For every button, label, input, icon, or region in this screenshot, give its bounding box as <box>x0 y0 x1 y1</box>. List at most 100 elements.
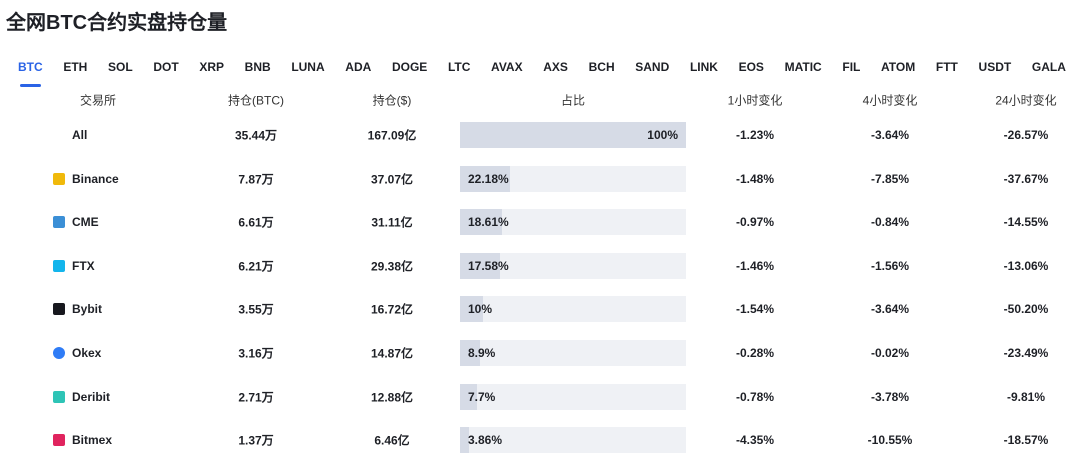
share-bar <box>460 340 481 366</box>
coin-tab[interactable]: ETH <box>63 60 88 74</box>
coin-tab[interactable]: AXS <box>543 60 568 74</box>
change-1h: -1.46% <box>735 258 775 273</box>
change-24h: -9.81% <box>1006 389 1046 404</box>
share-bar <box>460 427 469 454</box>
share-bar <box>460 252 500 279</box>
change-4h: -3.64% <box>870 128 910 142</box>
exchange-icon <box>53 434 65 447</box>
coin-tabs: BTC ETH SOL DOT XRP BNB LUNA ADA DOGE LTC AVAX AXS B… <box>18 60 1066 87</box>
coin-tab[interactable]: GALA <box>1031 60 1066 74</box>
share-bar <box>460 209 503 236</box>
change-4h: -3.78% <box>870 389 910 404</box>
change-1h: -0.28% <box>735 346 775 360</box>
usd-position: 167.09亿 <box>367 128 417 143</box>
coin-tab[interactable]: DOT <box>153 60 179 74</box>
share-bar <box>460 165 511 192</box>
btc-position: 3.16万 <box>238 346 274 361</box>
usd-position: 16.72亿 <box>370 302 414 317</box>
btc-position: 6.61万 <box>238 215 274 230</box>
column-header: 持仓(BTC) <box>228 93 284 108</box>
share-bar-track <box>460 383 686 410</box>
column-header: 24小时变化 <box>995 93 1057 108</box>
change-1h: -1.54% <box>735 302 775 317</box>
change-1h: -4.35% <box>735 433 775 448</box>
share-label: 10% <box>468 302 493 317</box>
exchange-name: Bybit <box>72 302 102 317</box>
share-bar <box>460 122 686 148</box>
exchange-icon <box>53 303 65 316</box>
change-1h: -1.23% <box>735 128 775 142</box>
change-4h: -1.56% <box>870 258 910 273</box>
exchange-name: FTX <box>72 258 95 273</box>
change-24h: -14.55% <box>1003 215 1049 230</box>
usd-position: 14.87亿 <box>370 346 414 361</box>
exchange-icon <box>53 259 65 272</box>
column-header: 持仓($) <box>372 93 412 108</box>
share-bar-track <box>460 122 686 148</box>
coin-tab[interactable]: FIL <box>842 60 861 74</box>
change-24h: -18.57% <box>1003 433 1049 448</box>
coin-tab[interactable]: SAND <box>635 60 670 74</box>
coin-tab[interactable]: XRP <box>199 60 224 74</box>
share-bar <box>460 383 478 410</box>
coin-tab[interactable]: FTT <box>935 60 958 74</box>
change-1h: -0.78% <box>735 389 775 404</box>
exchange-name: Okex <box>72 346 102 360</box>
exchange-name: All <box>72 128 88 142</box>
coin-tab[interactable]: MATIC <box>784 60 822 74</box>
exchange-icon <box>53 347 65 359</box>
coin-tab[interactable]: LTC <box>447 60 471 74</box>
coin-tab[interactable]: LUNA <box>291 60 325 74</box>
exchange-name: Bitmex <box>72 433 113 448</box>
btc-position: 6.21万 <box>238 259 274 274</box>
exchange-name: Deribit <box>72 389 111 404</box>
usd-position: 12.88亿 <box>370 390 414 405</box>
coin-tab[interactable]: USDT <box>978 60 1012 74</box>
coin-tab[interactable]: BNB <box>244 60 271 74</box>
btc-position: 7.87万 <box>238 172 274 187</box>
change-4h: -7.85% <box>870 171 910 186</box>
column-header: 4小时变化 <box>862 93 918 108</box>
column-header: 1小时变化 <box>727 93 783 108</box>
share-label: 8.9% <box>468 346 496 360</box>
exchange-name: CME <box>72 215 99 230</box>
share-bar-track <box>460 340 686 366</box>
share-bar-track <box>460 427 686 454</box>
share-label: 17.58% <box>468 258 509 273</box>
change-24h: -23.49% <box>1003 346 1049 360</box>
btc-position: 3.55万 <box>238 302 274 317</box>
column-header: 交易所 <box>79 93 117 108</box>
share-bar-track <box>460 252 686 279</box>
coin-tab[interactable]: DOGE <box>391 60 428 74</box>
usd-position: 6.46亿 <box>374 433 410 448</box>
change-4h: -0.84% <box>870 215 910 230</box>
change-4h: -10.55% <box>867 433 913 448</box>
coin-tab[interactable]: BCH <box>588 60 615 74</box>
share-bar-track <box>460 209 686 236</box>
share-bar <box>460 296 483 323</box>
column-header: 占比 <box>560 93 586 108</box>
coin-tab[interactable]: SOL <box>107 60 133 74</box>
btc-position: 1.37万 <box>238 433 274 448</box>
usd-position: 29.38亿 <box>370 259 414 274</box>
change-24h: -37.67% <box>1003 171 1049 186</box>
coin-tab[interactable]: EOS <box>738 60 764 74</box>
coin-tab[interactable]: ATOM <box>881 60 916 74</box>
change-4h: -0.02% <box>870 346 910 360</box>
exchange-icon <box>53 390 65 403</box>
share-label: 3.86% <box>468 433 503 448</box>
coin-tab[interactable]: BTC <box>18 60 43 87</box>
coin-tab[interactable]: ADA <box>345 60 372 74</box>
share-bar-track <box>460 296 686 323</box>
change-24h: -26.57% <box>1003 128 1049 142</box>
btc-position: 35.44万 <box>234 128 278 143</box>
coin-tab[interactable]: AVAX <box>491 60 523 74</box>
share-label: 22.18% <box>468 171 509 186</box>
share-label: 100% <box>647 128 678 142</box>
exchange-icon <box>53 172 65 185</box>
share-label: 18.61% <box>468 215 509 230</box>
coin-tab[interactable]: LINK <box>689 60 718 74</box>
share-bar-track <box>460 165 686 192</box>
share-label: 7.7% <box>468 389 496 404</box>
